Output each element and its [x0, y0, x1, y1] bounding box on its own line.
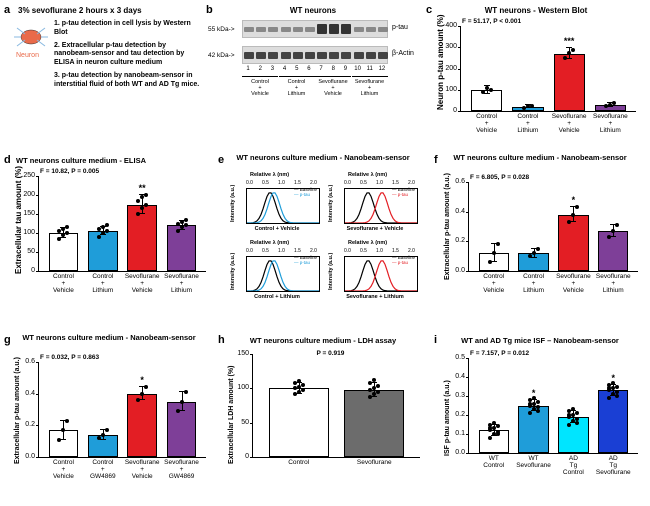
item-1: 1. p-tau detection in cell lysis by West…	[54, 20, 200, 38]
g-ftext: F = 0.032, P = 0.863	[40, 354, 99, 361]
panel-a-items: 1. p-tau detection in cell lysis by West…	[54, 20, 200, 89]
panel-e: e WT neurons culture medium - Nanobeam-s…	[218, 154, 428, 314]
band-label-2: β-Actin	[392, 50, 414, 57]
panel-c-title: WT neurons - Western Blot	[426, 6, 646, 15]
item-3: 3. p-tau detection by nanobeam-sensor in…	[54, 72, 200, 90]
chart-c: 0100200300400Control+VehicleControl+Lith…	[460, 26, 636, 112]
blot-actin	[242, 46, 388, 64]
panel-label-d: d	[4, 154, 11, 166]
e-title-text: WT neurons culture medium - Nanobeam-sen…	[236, 153, 409, 162]
g-ylab: Extracellular p-tau amount (a.u.)	[14, 357, 21, 464]
panel-label-a: a	[4, 4, 10, 16]
d-ylab: Extracellular tau amount (%)	[14, 166, 23, 274]
chart-d: 050100150200250Control+VehicleControl+Li…	[38, 176, 206, 272]
panel-f-title: WT neurons culture medium - Nanobeam-sen…	[434, 154, 646, 162]
panel-d: d WT neurons culture medium - ELISA Extr…	[4, 154, 214, 314]
panel-h: h WT neurons culture medium - LDH assay …	[218, 334, 428, 502]
panel-h-title: WT neurons culture medium - LDH assay	[218, 336, 428, 345]
blot-groups: Control+VehicleControl+LithiumSevofluran…	[242, 76, 388, 106]
panel-g: g WT neurons culture medium - Nanobeam-s…	[4, 334, 214, 502]
kda-1: 55 kDa->	[208, 26, 235, 33]
panel-d-title: WT neurons culture medium - ELISA	[16, 156, 146, 165]
panel-f: f WT neurons culture medium - Nanobeam-s…	[434, 154, 646, 314]
i-ftext: F = 7.157, P = 0.012	[470, 350, 529, 357]
e-subplots: Relative λ (nm)0.00.51.01.52.0Intensity …	[232, 174, 426, 308]
item-2: 2. Extracellular p-tau detection by nano…	[54, 42, 200, 68]
g-title-text: WT neurons culture medium - Nanobeam-sen…	[22, 333, 195, 342]
c-ftext: F = 51.17, P < 0.001	[462, 18, 521, 25]
panel-g-title: WT neurons culture medium - Nanobeam-sen…	[4, 334, 214, 342]
chart-i: 0.00.10.20.30.40.5WTControlWTSevoflurane…	[468, 358, 638, 454]
band-label-1: p-tau	[392, 24, 408, 31]
blot-ptau	[242, 20, 388, 38]
f-ftext: F = 6.805, P = 0.028	[470, 174, 529, 181]
panel-b: b WT neurons 55 kDa-> 42 kDa-> p-tau β-A…	[206, 4, 420, 124]
d-ftext: F = 10.82, P = 0.005	[40, 168, 99, 175]
f-title-text: WT neurons culture medium - Nanobeam-sen…	[453, 153, 626, 162]
chart-f: 0.00.20.40.6Control+VehicleControl+Lithi…	[468, 182, 638, 272]
panel-c: c WT neurons - Western Blot Neuron p-tau…	[426, 4, 646, 144]
f-ylab: Extracellular p-tau amount (a.u.)	[444, 173, 451, 280]
lane-numbers: 123456789101112	[242, 66, 388, 74]
panel-i-title: WT and AD Tg mice ISF – Nanobeam-sensor	[434, 336, 646, 345]
neuron-label: Neuron	[16, 52, 39, 59]
panel-a: a 3% sevoflurane 2 hours x 3 days Neuron…	[4, 4, 200, 124]
neuron-icon	[12, 24, 50, 50]
kda-2: 42 kDa->	[208, 52, 235, 59]
panel-a-header: 3% sevoflurane 2 hours x 3 days	[18, 6, 142, 15]
h-ylab: Extracellular LDH amount (%)	[228, 366, 235, 464]
panel-i: i WT and AD Tg mice ISF – Nanobeam-senso…	[434, 334, 646, 502]
panel-e-title: WT neurons culture medium - Nanobeam-sen…	[218, 154, 428, 162]
chart-g: 0.00.20.40.6Control+VehicleControl+GW486…	[38, 362, 206, 458]
panel-b-title: WT neurons	[206, 6, 420, 15]
chart-h: 050100150ControlSevofluraneP = 0.919	[252, 354, 420, 458]
